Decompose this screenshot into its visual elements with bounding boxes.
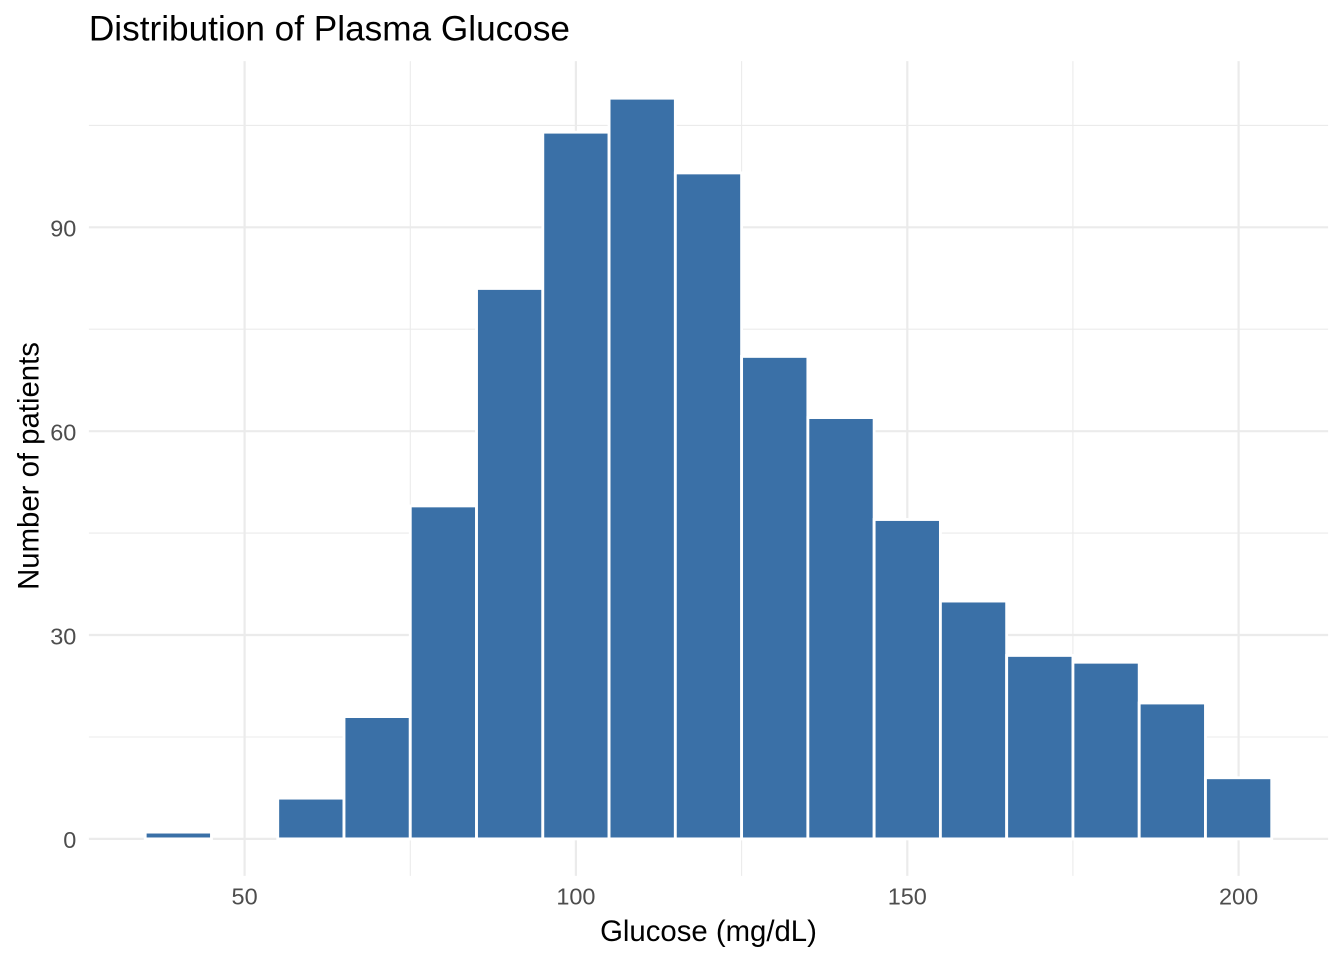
svg-text:100: 100 <box>556 883 595 909</box>
svg-text:200: 200 <box>1219 883 1258 909</box>
svg-text:50: 50 <box>232 883 258 909</box>
svg-text:30: 30 <box>50 623 76 649</box>
svg-text:60: 60 <box>50 420 76 446</box>
svg-text:0: 0 <box>63 827 76 853</box>
svg-text:Glucose (mg/dL): Glucose (mg/dL) <box>600 915 817 948</box>
svg-text:Distribution of Plasma Glucose: Distribution of Plasma Glucose <box>89 10 570 49</box>
svg-text:Number of patients: Number of patients <box>12 342 45 590</box>
svg-text:90: 90 <box>50 216 76 242</box>
svg-text:150: 150 <box>888 883 927 909</box>
